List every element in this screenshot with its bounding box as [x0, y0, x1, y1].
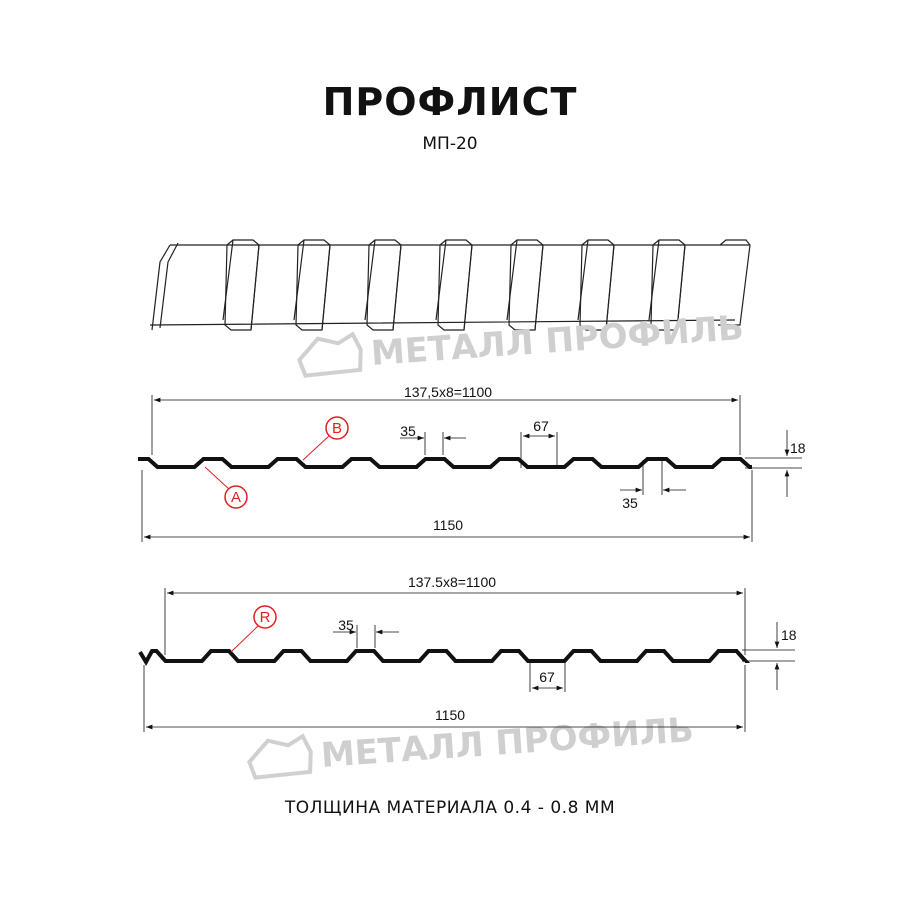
watermark-2: МЕТАЛЛ ПРОФИЛЬ: [246, 710, 695, 780]
sheet-3d-view: [149, 239, 751, 331]
sheet-rib-line: [295, 239, 331, 331]
profile-1-bottom-crest-label: 35: [622, 495, 638, 511]
sheet-rib-line: [366, 239, 402, 331]
profile-1-crest-label: 35: [400, 423, 416, 439]
profile-2-crest-label: 35: [338, 617, 354, 633]
page-title: ПРОФЛИСТ: [322, 80, 578, 124]
sheet-rib-line: [364, 239, 402, 331]
profile-2: [138, 588, 795, 732]
sheet-rib-line: [577, 239, 615, 331]
profile-1-height-label: 18: [790, 440, 806, 456]
page-subtitle: МП-20: [422, 134, 478, 154]
profile-1-trough-label: 67: [533, 418, 549, 434]
watermark-text: МЕТАЛЛ ПРОФИЛЬ: [370, 308, 745, 374]
profile-1: [138, 395, 802, 542]
sheet-rib-line: [508, 239, 544, 331]
svg-text:A: A: [231, 489, 241, 506]
material-thickness-note: ТОЛЩИНА МАТЕРИАЛА 0.4 - 0.8 ММ: [284, 798, 616, 818]
watermark-logo-icon: [296, 331, 363, 378]
watermark-logo-icon: [246, 733, 313, 780]
sheet-rib-line: [718, 239, 751, 326]
watermark-text: МЕТАЛЛ ПРОФИЛЬ: [320, 710, 695, 776]
marker-b: B: [302, 416, 349, 461]
sheet-rib-line: [224, 239, 260, 331]
profile-1-span-label: 137,5x8=1100: [404, 384, 492, 400]
profile-2-shape: [138, 649, 750, 667]
sheet-rib-line: [506, 239, 544, 331]
sheet-rib-line: [437, 239, 473, 331]
marker-a: A: [204, 466, 248, 509]
profile-1-total-label: 1150: [433, 517, 463, 533]
sheet-rib-line: [435, 239, 473, 331]
profile-2-trough-label: 67: [539, 669, 555, 685]
profile-2-span-label: 137.5x8=1100: [408, 574, 496, 590]
sheet-rib-line: [151, 242, 179, 331]
profile-1-shape: [138, 457, 752, 469]
svg-text:R: R: [260, 609, 271, 626]
sheet-rib-line: [293, 239, 331, 331]
sheet-rib-line: [648, 239, 686, 331]
svg-text:B: B: [332, 420, 342, 437]
profile-2-total-label: 1150: [435, 707, 465, 723]
profile-2-height-label: 18: [781, 627, 797, 643]
sheet-rib-line: [222, 239, 260, 331]
marker-r: R: [230, 605, 277, 653]
